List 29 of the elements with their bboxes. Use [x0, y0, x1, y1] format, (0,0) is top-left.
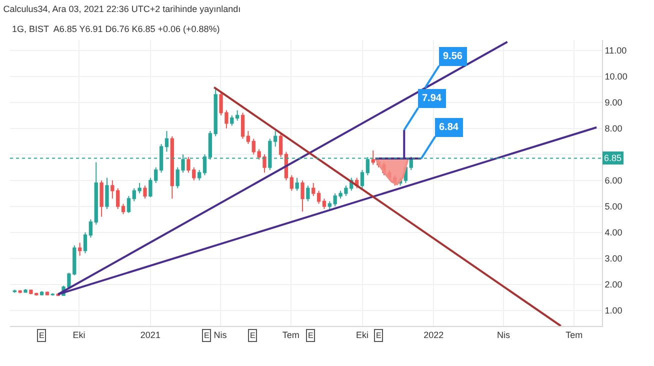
ref-line-label: 6.85 [604, 153, 622, 163]
x-tick-label: Tem [566, 330, 583, 340]
annotation: 9.56 [443, 51, 463, 62]
chart-subtitle: 1G, BIST A6.85 Y6.91 D6.76 K6.85 +0.06 (+0.88%) [12, 24, 220, 34]
x-tick-label: Tem [282, 330, 300, 340]
text: E [39, 331, 44, 340]
chart-title: Calculus34, Ara 03, 2021 22:36 UTC+2 tarihinde yayınlandı [3, 4, 241, 14]
y-tick-label: 1.00 [604, 306, 622, 316]
y-tick-label: 9.00 [604, 98, 622, 108]
y-tick-label: 8.00 [604, 124, 622, 134]
y-tick-label: 10.00 [604, 72, 628, 82]
x-tick-label: 2021 [140, 330, 160, 340]
text: E [376, 331, 382, 340]
y-tick-label: 2.00 [604, 280, 622, 290]
y-tick-label: 6.00 [604, 176, 622, 186]
annotation: 6.84 [439, 122, 459, 133]
y-tick-label: 11.00 [604, 46, 627, 56]
text: E [250, 331, 256, 340]
y-tick-label: 3.00 [604, 254, 622, 264]
x-tick-label: Eki [72, 330, 86, 340]
y-tick-label: 5.00 [604, 202, 622, 212]
text: E [308, 331, 314, 340]
text: E [204, 331, 210, 340]
x-tick-label: Nis [214, 330, 228, 340]
x-tick-label: Eki [356, 330, 369, 340]
x-tick-label: Nis [496, 330, 510, 340]
x-tick-label: 2022 [424, 330, 444, 340]
y-tick-label: 4.00 [604, 228, 622, 238]
annotation: 7.94 [422, 93, 442, 104]
